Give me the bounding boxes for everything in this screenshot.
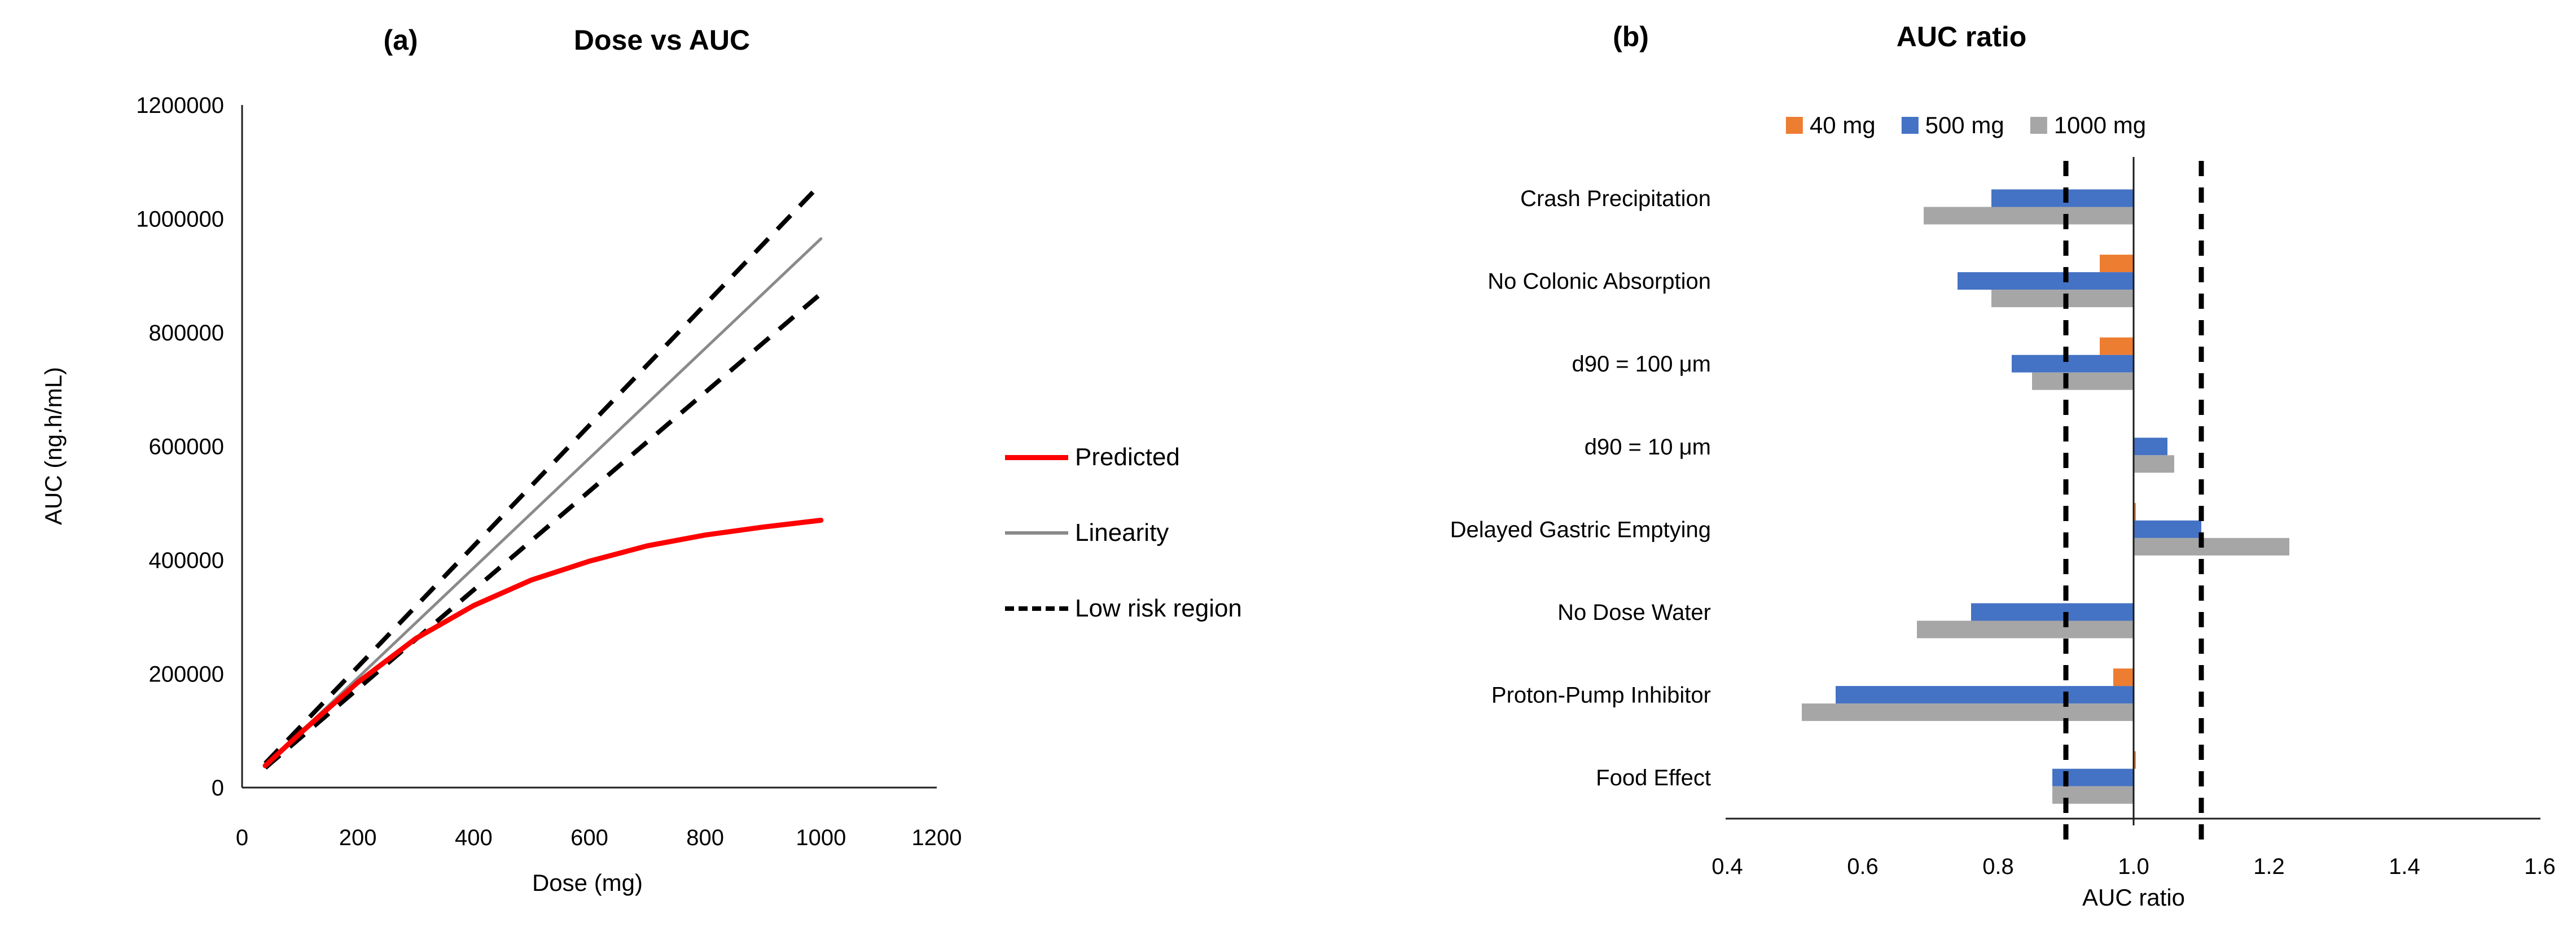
- panel-b-tag: (b): [1613, 21, 1649, 53]
- a-y-tick-label: 800000: [149, 321, 224, 346]
- bar-500mg: [2012, 355, 2134, 373]
- legend-item: Low risk region: [1005, 594, 1242, 623]
- bar-500mg: [2134, 520, 2201, 538]
- b-x-tick-label: 1.2: [2253, 854, 2285, 879]
- panel-a-tag: (a): [383, 24, 418, 56]
- bar-500mg: [1958, 272, 2134, 290]
- bar-1000mg: [2134, 455, 2174, 473]
- b-category-label: No Dose Water: [1557, 600, 1711, 625]
- b-x-tick-label: 1.6: [2524, 854, 2556, 879]
- legend-item: 500 mg: [1901, 112, 2004, 139]
- bar-40mg: [2134, 751, 2136, 769]
- legend-label: Predicted: [1075, 443, 1180, 471]
- a-x-axis-title: Dose (mg): [532, 869, 643, 896]
- legend-swatch-icon: [1005, 606, 1068, 611]
- a-x-tick-label: 200: [339, 825, 377, 850]
- a-y-tick-label: 600000: [149, 435, 224, 460]
- bar-1000mg: [2032, 372, 2134, 390]
- b-x-tick-label: 0.8: [1982, 854, 2014, 879]
- a-y-tick-label: 1000000: [136, 207, 224, 232]
- a-y-tick-label: 0: [212, 776, 224, 801]
- low-risk-lower-line: [264, 291, 823, 770]
- bar-500mg: [1991, 189, 2134, 207]
- legend-swatch-icon: [1901, 117, 1919, 134]
- b-category-label: Food Effect: [1596, 766, 1711, 790]
- bar-500mg: [1836, 686, 2134, 704]
- legend-item: 1000 mg: [2030, 112, 2146, 139]
- b-legend: 40 mg 500 mg 1000 mg: [1785, 112, 2146, 139]
- b-category-label: Proton-Pump Inhibitor: [1491, 683, 1711, 708]
- linearity-line: [264, 237, 823, 767]
- legend-label: 500 mg: [1925, 112, 2004, 138]
- b-category-label: d90 = 100 μm: [1572, 352, 1711, 377]
- a-x-tick-label: 400: [455, 825, 493, 850]
- b-category-label: Crash Precipitation: [1520, 186, 1711, 211]
- b-x-tick-label: 1.4: [2389, 854, 2420, 879]
- legend-label: Linearity: [1075, 519, 1169, 546]
- b-x-tick-label: 1.0: [2118, 854, 2149, 879]
- a-x-tick-label: 600: [571, 825, 608, 850]
- b-x-axis-title: AUC ratio: [2082, 884, 2186, 911]
- legend-item: Predicted: [1005, 443, 1242, 471]
- bar-40mg: [2100, 337, 2134, 355]
- bar-40mg: [2113, 668, 2134, 687]
- a-x-tick-label: 800: [686, 825, 724, 850]
- a-y-tick-label: 400000: [149, 548, 224, 573]
- legend-item: 40 mg: [1785, 112, 1876, 139]
- predicted-line: [262, 517, 824, 768]
- b-category-label: d90 = 10 μm: [1585, 435, 1711, 460]
- bar-1000mg: [1917, 620, 2134, 639]
- b-category-label: No Colonic Absorption: [1487, 269, 1711, 294]
- legend-label: Low risk region: [1075, 594, 1242, 622]
- bar-500mg: [1971, 603, 2134, 621]
- a-x-tick-label: 0: [236, 825, 248, 850]
- bar-1000mg: [1924, 207, 2134, 225]
- a-legend: Predicted Linearity Low risk region: [1005, 443, 1242, 623]
- a-x-tick-label: 1200: [912, 825, 962, 850]
- panel-a-title: Dose vs AUC: [573, 24, 751, 56]
- b-category-label: Delayed Gastric Emptying: [1450, 517, 1711, 542]
- a-y-tick-label: 1200000: [136, 93, 224, 118]
- a-x-tick-label: 1000: [796, 825, 846, 850]
- bar-1000mg: [2134, 537, 2289, 556]
- legend-swatch-icon: [1785, 117, 1803, 134]
- low-risk-upper-line: [264, 182, 823, 765]
- legend-swatch-icon: [1005, 454, 1068, 460]
- b-x-tick-label: 0.6: [1847, 854, 1879, 879]
- bar-1000mg: [1991, 290, 2134, 308]
- bar-40mg: [2134, 502, 2136, 521]
- b-x-tick-label: 0.4: [1712, 854, 1743, 879]
- a-y-tick-label: 200000: [149, 662, 224, 687]
- legend-label: 40 mg: [1809, 112, 1876, 138]
- bar-40mg: [2100, 255, 2134, 273]
- legend-swatch-icon: [2030, 117, 2047, 134]
- panel-b-title: AUC ratio: [1896, 21, 2027, 53]
- legend-swatch-icon: [1005, 531, 1068, 535]
- legend-item: Linearity: [1005, 519, 1242, 547]
- bar-1000mg: [1802, 703, 2134, 722]
- bar-500mg: [2134, 438, 2167, 456]
- legend-label: 1000 mg: [2053, 112, 2147, 138]
